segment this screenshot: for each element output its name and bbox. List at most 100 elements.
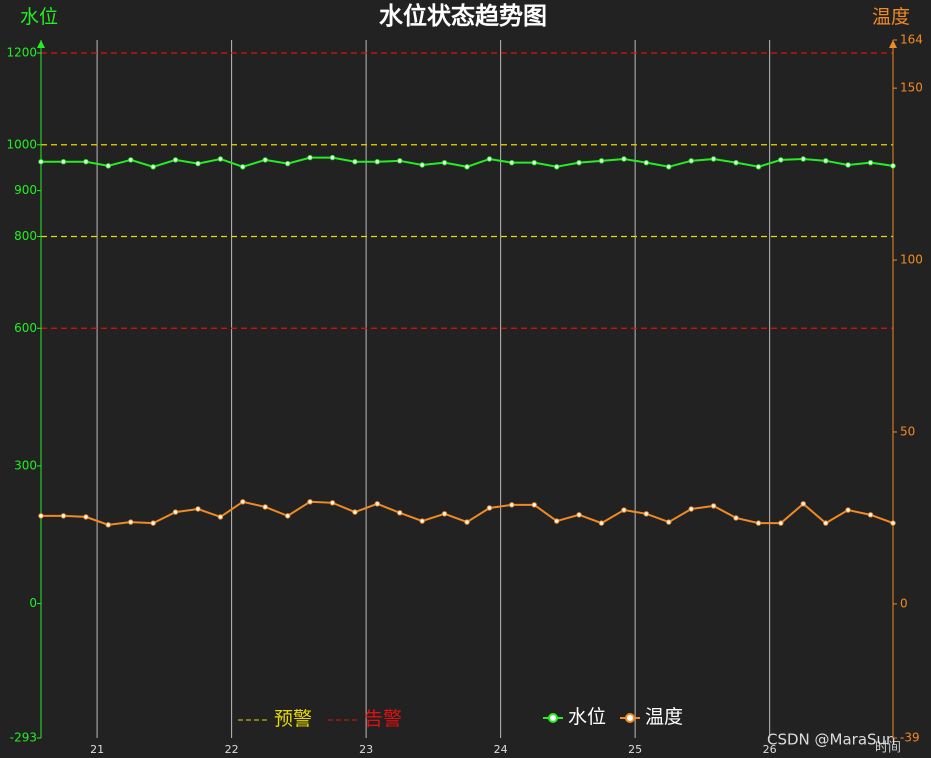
data-point xyxy=(60,513,67,519)
legend-label: 预警 xyxy=(274,708,312,730)
y-tick-label: 300 xyxy=(14,458,37,472)
y2-tick-label: 100 xyxy=(900,253,923,267)
data-point xyxy=(486,505,493,511)
data-point xyxy=(666,519,672,525)
data-point xyxy=(688,158,694,164)
data-point xyxy=(867,159,874,166)
data-point xyxy=(217,514,224,520)
y-tick-label: -293 xyxy=(10,731,37,745)
data-point xyxy=(755,164,762,170)
legend-label: 温度 xyxy=(645,706,683,728)
x-tick-label: 25 xyxy=(628,743,642,756)
data-point xyxy=(576,159,582,166)
data-point xyxy=(419,518,425,524)
data-point xyxy=(464,519,470,525)
data-point xyxy=(284,513,291,519)
y2-tick-label: 164 xyxy=(900,33,923,47)
data-point xyxy=(845,162,851,168)
data-point xyxy=(800,156,806,162)
data-point xyxy=(83,514,89,520)
data-point xyxy=(217,156,224,162)
data-point xyxy=(284,160,291,167)
data-point xyxy=(598,158,605,164)
data-point xyxy=(374,501,380,507)
data-point xyxy=(823,520,829,526)
data-point xyxy=(307,499,313,505)
data-point xyxy=(867,512,874,518)
data-point xyxy=(352,509,358,515)
data-point xyxy=(352,159,358,165)
data-point xyxy=(307,154,313,161)
y2-tick-label: 0 xyxy=(900,596,908,610)
data-point xyxy=(531,502,537,508)
data-point xyxy=(621,156,627,162)
data-point xyxy=(128,519,134,525)
data-point xyxy=(240,164,246,170)
data-point xyxy=(733,159,739,166)
data-point xyxy=(688,506,694,512)
data-point xyxy=(531,159,537,166)
data-point xyxy=(60,159,67,165)
data-point xyxy=(240,499,246,505)
legend-marker xyxy=(625,713,635,723)
data-point xyxy=(195,160,201,167)
x-tick-label: 26 xyxy=(763,743,777,756)
x-tick-label: 24 xyxy=(494,743,508,756)
data-point xyxy=(105,522,111,528)
chart-title: 水位状态趋势图 xyxy=(379,2,547,30)
data-point xyxy=(845,507,851,513)
y2-tick-label: -39 xyxy=(900,731,920,745)
y2-tick-label: 50 xyxy=(900,424,915,438)
x-tick-label: 21 xyxy=(90,743,104,756)
data-point xyxy=(128,157,134,163)
data-point xyxy=(464,164,470,170)
data-point xyxy=(710,503,717,509)
data-point xyxy=(172,509,179,515)
data-point xyxy=(509,502,515,508)
data-point xyxy=(666,164,672,170)
data-point xyxy=(576,512,582,518)
data-point xyxy=(38,513,44,519)
data-point xyxy=(83,159,89,165)
legend-marker xyxy=(548,713,558,723)
data-point xyxy=(374,159,380,165)
data-point xyxy=(755,520,762,526)
x-axis-label: 时间 xyxy=(875,741,901,756)
data-point xyxy=(38,159,44,165)
x-tick-label: 23 xyxy=(359,743,373,756)
y-tick-label: 600 xyxy=(14,321,37,335)
legend-label: 水位 xyxy=(568,706,606,728)
data-point xyxy=(441,511,448,517)
watermark: CSDN @MaraSun xyxy=(767,731,896,749)
y2-axis-arrow xyxy=(889,40,897,48)
data-point xyxy=(778,157,784,163)
y-tick-label: 0 xyxy=(29,596,37,610)
data-point xyxy=(419,162,425,168)
data-point xyxy=(329,154,336,161)
data-point xyxy=(105,163,111,169)
y-tick-label: 900 xyxy=(14,183,37,197)
data-point xyxy=(890,520,896,526)
y-axis-arrow xyxy=(37,40,45,48)
data-point xyxy=(710,156,717,162)
data-point xyxy=(195,506,201,512)
data-point xyxy=(554,518,560,524)
y2-axis-label: 温度 xyxy=(872,6,910,28)
data-point xyxy=(643,511,650,517)
data-point xyxy=(172,157,179,163)
data-point xyxy=(598,520,605,526)
legend-label: 告警 xyxy=(364,708,402,730)
data-point xyxy=(397,510,403,516)
data-point xyxy=(329,500,336,506)
data-point xyxy=(150,520,156,526)
data-point xyxy=(823,158,829,164)
data-point xyxy=(890,163,896,169)
y-tick-label: 1200 xyxy=(6,46,37,60)
data-point xyxy=(554,164,560,170)
data-point xyxy=(621,507,627,513)
y-tick-label: 800 xyxy=(14,229,37,243)
y-tick-label: 1000 xyxy=(6,137,37,151)
data-point xyxy=(800,501,806,507)
